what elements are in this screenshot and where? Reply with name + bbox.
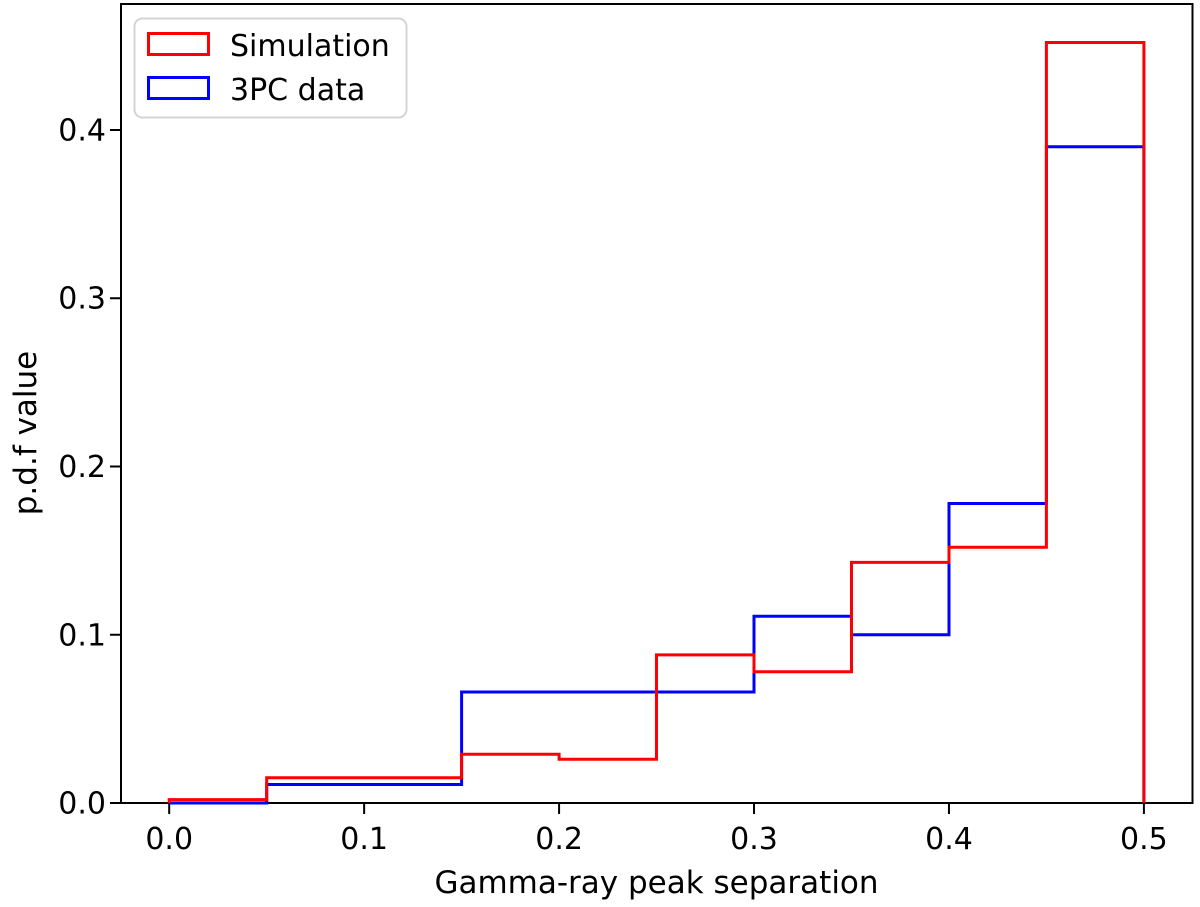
x-tick-labels: 0.0 0.1 0.2 0.3 0.4 0.5 bbox=[145, 822, 1167, 857]
x-tick-label: 0.1 bbox=[340, 822, 388, 857]
y-tick-label: 0.1 bbox=[58, 618, 106, 653]
y-tick-label: 0.2 bbox=[58, 450, 106, 485]
legend: Simulation 3PC data bbox=[133, 17, 408, 119]
legend-label-3pc-data: 3PC data bbox=[230, 73, 365, 108]
x-tick-label: 0.4 bbox=[925, 822, 973, 857]
legend-label-simulation: Simulation bbox=[230, 29, 390, 64]
legend-box bbox=[133, 17, 408, 119]
legend-swatch-3pc-data bbox=[147, 76, 210, 100]
legend-swatch-simulation bbox=[147, 32, 210, 56]
plot-frame bbox=[120, 3, 1194, 804]
x-tick-label: 0.2 bbox=[535, 822, 583, 857]
x-tick-label: 0.5 bbox=[1120, 822, 1168, 857]
y-tick-labels: 0.0 0.1 0.2 0.3 0.4 bbox=[58, 114, 106, 822]
y-axis-label: p.d.f value bbox=[8, 351, 44, 516]
y-tick-label: 0.3 bbox=[58, 282, 106, 317]
y-tick-label: 0.0 bbox=[58, 787, 106, 822]
x-tick-label: 0.0 bbox=[145, 822, 193, 857]
y-tick-label: 0.4 bbox=[58, 114, 106, 149]
x-axis-label: Gamma-ray peak separation bbox=[434, 865, 878, 901]
x-tick-label: 0.3 bbox=[730, 822, 778, 857]
series-simulation-line bbox=[167, 41, 1146, 803]
tick-marks bbox=[110, 129, 1145, 814]
